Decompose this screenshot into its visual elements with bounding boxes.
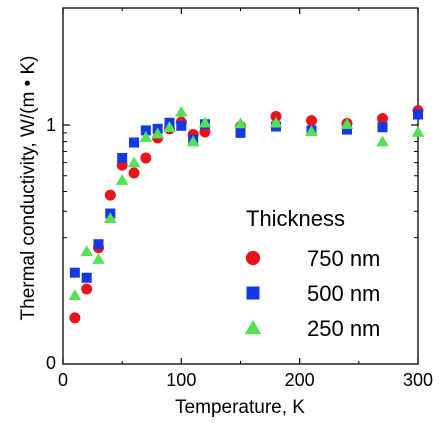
data-point-triangle — [127, 156, 141, 168]
data-point-square — [413, 109, 423, 120]
legend-label: 250 nm — [307, 316, 380, 341]
x-tick-label: 100 — [166, 370, 196, 390]
legend-marker-circle — [245, 250, 261, 266]
x-axis-label: Temperature, K — [175, 397, 305, 418]
x-tick-label: 300 — [403, 370, 433, 390]
data-point-triangle — [305, 125, 318, 136]
data-point-square — [377, 122, 388, 133]
data-point-triangle — [175, 105, 188, 117]
data-point-circle — [81, 283, 93, 295]
legend-title: Thickness — [246, 206, 345, 231]
data-point-circle — [140, 152, 152, 164]
data-point-circle — [69, 312, 81, 324]
y-axis-label: Thermal conductivity, W/(m • K) — [18, 56, 39, 321]
legend: Thickness 750 nm 500 nm 250 nm — [244, 206, 380, 341]
data-point-triangle — [340, 118, 354, 129]
data-point-square — [69, 267, 80, 278]
data-point-triangle — [151, 127, 164, 139]
x-tick-label: 0 — [58, 370, 68, 390]
data-point-triangle — [139, 131, 153, 142]
data-point-triangle — [198, 116, 212, 128]
data-point-square — [117, 152, 128, 163]
data-point-triangle — [163, 121, 176, 133]
y-tick-label: 1 — [46, 115, 56, 135]
x-axis-ticks: 0 100 200 300 — [58, 8, 433, 390]
data-point-triangle — [92, 253, 105, 264]
data-point-triangle — [234, 117, 247, 129]
data-point-circle — [306, 115, 317, 127]
data-point-square — [342, 124, 352, 135]
data-point-square — [176, 120, 187, 131]
legend-label: 750 nm — [307, 246, 380, 271]
data-point-triangle — [376, 135, 389, 147]
data-point-square — [129, 137, 139, 148]
data-point-circle — [128, 167, 140, 179]
y-tick-label: 0 — [46, 353, 56, 373]
legend-label: 500 nm — [307, 281, 380, 306]
data-point-triangle — [186, 135, 200, 147]
legend-marker-square — [246, 286, 260, 300]
data-point-triangle — [104, 212, 117, 224]
plot-frame — [62, 7, 419, 365]
data-point-triangle — [411, 125, 425, 137]
data-point-square — [140, 125, 151, 136]
data-point-circle — [199, 126, 211, 138]
data-point-triangle — [68, 289, 82, 300]
data-point-square — [235, 127, 246, 138]
x-tick-label: 200 — [285, 370, 315, 390]
data-point-triangle — [80, 245, 93, 257]
data-point-square — [93, 239, 104, 250]
data-point-square — [81, 272, 92, 283]
data-point-circle — [377, 113, 388, 125]
data-point-circle — [270, 111, 282, 123]
data-points — [68, 105, 425, 324]
legend-marker-triangle — [244, 320, 262, 335]
data-point-triangle — [269, 116, 283, 128]
data-point-triangle — [115, 174, 129, 185]
data-point-circle — [104, 189, 116, 201]
